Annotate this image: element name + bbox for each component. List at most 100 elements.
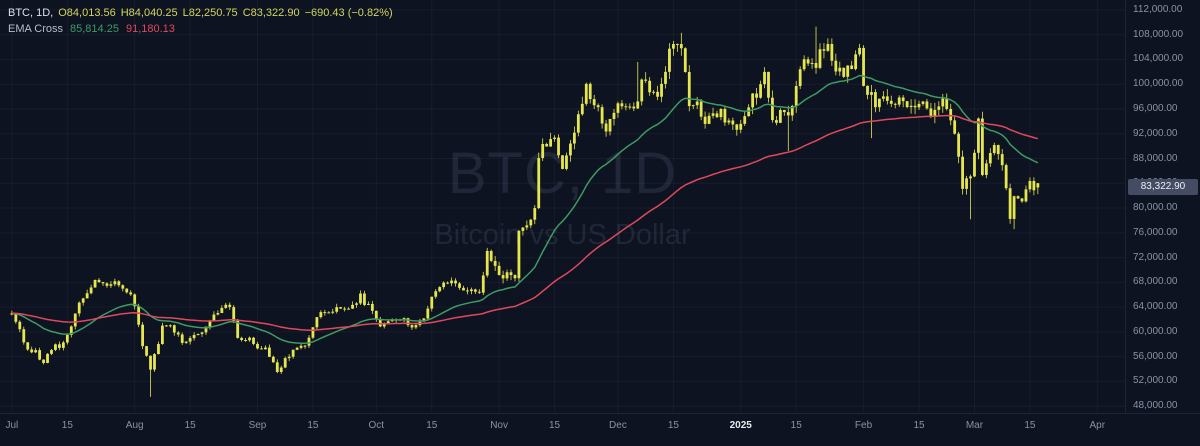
candle-body — [687, 71, 691, 107]
candle-body — [248, 337, 251, 341]
candle-body — [743, 116, 747, 124]
price-axis-label: 80,000.00 — [1133, 202, 1178, 214]
candle-body — [648, 80, 652, 93]
candle-body — [691, 105, 695, 107]
candle-body — [569, 143, 572, 156]
candle-body — [18, 321, 22, 330]
candle-body — [636, 101, 640, 109]
time-axis-label: 15 — [307, 420, 319, 431]
candle-body — [121, 285, 125, 289]
candle-body — [778, 110, 782, 123]
ohlc-open: O84,013.56 — [58, 7, 116, 19]
candle-body — [38, 350, 42, 360]
candle-body — [513, 275, 517, 279]
candle-body — [664, 71, 667, 84]
candle-body — [283, 358, 287, 368]
candle-body — [616, 103, 620, 113]
ohlc-high: H84,040.25 — [120, 7, 178, 19]
candle-body — [715, 113, 719, 118]
candle-body — [335, 307, 339, 312]
candle-body — [505, 272, 509, 279]
time-axis-label: Dec — [609, 420, 627, 431]
price-axis[interactable]: 112,000.00 108,000.00 104,000.00 100,000.00… — [1125, 0, 1200, 413]
price-axis-label: 60,000.00 — [1133, 325, 1178, 337]
candle-body — [786, 112, 790, 116]
candle-body — [220, 307, 224, 314]
candle-body — [489, 250, 493, 261]
candle-body — [347, 308, 350, 310]
candle-body — [271, 356, 275, 363]
candle-body — [244, 339, 247, 341]
candle-body — [105, 283, 109, 286]
candle-body — [644, 79, 648, 81]
candle-body — [699, 101, 703, 117]
candle-body — [188, 338, 192, 342]
candle-body — [822, 49, 826, 51]
candle-body — [628, 106, 632, 108]
candle-body — [473, 289, 477, 292]
candle-body — [176, 332, 180, 335]
time-axis-label: Apr — [1089, 420, 1106, 431]
symbol-legend-row[interactable]: BTC, 1D, O84,013.56 H84,040.25 L82,250.75 C8… — [8, 5, 393, 21]
candle-body — [874, 92, 877, 108]
candle-body — [858, 47, 861, 55]
candle-body — [81, 298, 85, 303]
candle-body — [1032, 180, 1036, 191]
candle-body — [378, 319, 382, 327]
time-axis-label: 15 — [667, 420, 679, 431]
chart-legend: BTC, 1D, O84,013.56 H84,040.25 L82,250.75 C8… — [8, 5, 393, 37]
time-axis-label: 15 — [184, 420, 196, 431]
candle-body — [810, 62, 814, 64]
indicator-name[interactable]: EMA Cross — [8, 23, 64, 35]
candle-body — [941, 98, 945, 107]
candle-body — [26, 342, 30, 350]
candle-body — [885, 96, 889, 101]
candle-body — [192, 334, 196, 339]
candle-body — [802, 59, 806, 70]
candle-body — [747, 107, 751, 117]
candle-body — [446, 282, 450, 284]
candle-body — [85, 293, 89, 299]
candle-body — [363, 293, 366, 305]
candle-body — [881, 96, 885, 99]
candle-body — [97, 279, 101, 283]
ohlc-close: C83,322.90 — [242, 7, 300, 19]
candle-body — [414, 325, 418, 328]
candle-body — [184, 341, 188, 343]
candle-body — [458, 283, 461, 288]
price-axis-label: 92,000.00 — [1133, 127, 1178, 139]
candle-body — [315, 317, 319, 328]
candle-body — [374, 310, 378, 320]
candle-body — [129, 292, 133, 295]
candle-body — [996, 145, 1000, 155]
candle-body — [957, 133, 961, 157]
price-axis-label: 68,000.00 — [1133, 276, 1178, 288]
chart-pane[interactable]: BTC, 1D Bitcoin vs US Dollar BTC, 1D, O84… — [0, 0, 1125, 413]
candle-body — [157, 344, 160, 355]
symbol-title[interactable]: BTC, 1D, — [8, 7, 54, 19]
candle-body — [168, 325, 172, 327]
candle-body — [125, 288, 129, 293]
candle-body — [913, 105, 917, 108]
candle-body — [386, 321, 390, 324]
last-price-badge: 83,322.90 — [1128, 179, 1198, 196]
candle-body — [866, 85, 869, 95]
candle-body — [889, 100, 893, 104]
candle-body — [549, 139, 553, 147]
price-axis-label: 64,000.00 — [1133, 301, 1178, 313]
candle-body — [275, 362, 279, 372]
candle-body — [299, 345, 303, 348]
candle-body — [101, 282, 105, 284]
candle-body — [834, 60, 838, 72]
indicator-legend-row[interactable]: EMA Cross 85,814.25 91,180.13 — [8, 21, 393, 37]
candle-body — [901, 97, 905, 102]
candle-body — [771, 97, 774, 121]
candle-body — [331, 311, 335, 313]
candle-body — [846, 65, 850, 77]
candle-body — [1004, 165, 1008, 189]
candle-body — [402, 318, 406, 320]
ema-slow-value: 91,180.13 — [125, 23, 175, 35]
time-axis[interactable]: Jul 15 Aug 15 Sep 15 Oct 15 Nov 15 Dec 15 2025 15 Feb 1… — [0, 413, 1200, 446]
candlestick-chart[interactable] — [0, 0, 1125, 413]
